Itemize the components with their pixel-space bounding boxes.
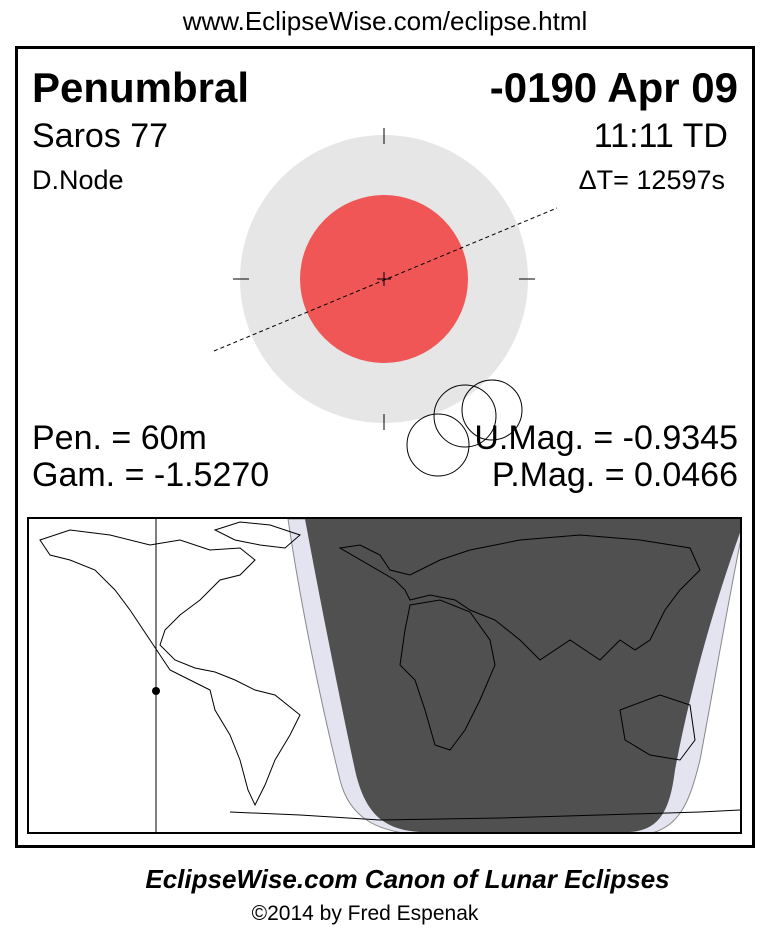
map-border: [27, 517, 742, 834]
footer-copyright: ©2014 by Fred Espenak: [251, 902, 479, 925]
night-region: [305, 519, 740, 832]
header-url: www.EclipseWise.com/eclipse.html: [182, 6, 588, 36]
footer-title: EclipseWise.com Canon of Lunar Eclipses: [145, 864, 670, 894]
coastlines: [39, 521, 740, 821]
eclipse-date: -0190 Apr 09: [489, 64, 738, 111]
eclipse-time: 11:11 TD: [593, 117, 728, 155]
moon-position: [406, 413, 470, 477]
eclipse-frame: [15, 46, 755, 848]
penumbral-magnitude: P.Mag. = 0.0466: [491, 456, 738, 494]
delta-t: ΔT= 12597s: [578, 165, 725, 195]
eclipse-type: Penumbral: [32, 64, 250, 111]
world-map: [29, 519, 740, 832]
greatest-eclipse-point: [152, 687, 160, 695]
umbral-magnitude: U.Mag. = -0.9345: [474, 419, 738, 457]
penumbral-duration: Pen. = 60m: [32, 419, 207, 457]
node: D.Node: [32, 165, 124, 195]
saros-number: Saros 77: [32, 117, 169, 155]
moon-positions: [406, 379, 523, 477]
gamma: Gam. = -1.5270: [32, 456, 270, 494]
moon-path: [213, 207, 558, 352]
axis-ticks: [233, 128, 535, 430]
moon-position: [461, 379, 523, 441]
moon-position: [433, 384, 497, 448]
